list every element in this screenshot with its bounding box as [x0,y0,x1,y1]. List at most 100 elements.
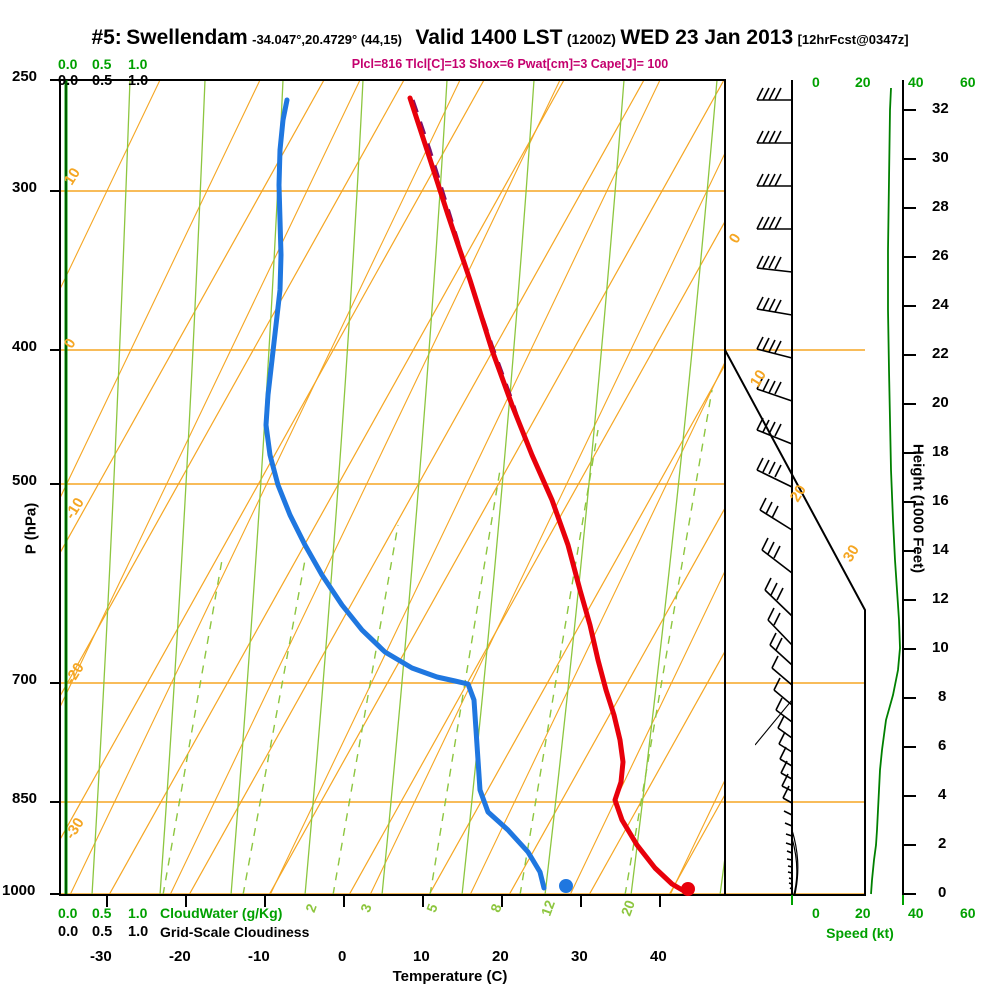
speed-top-tick-20: 20 [855,74,871,90]
isobar-lines [60,190,865,895]
pressure-tick-700: 700 [12,671,38,688]
cloudwater-top-tick-2: 1.0 [128,56,148,72]
temp-tick-30: 30 [571,948,588,965]
dry-adiabat-lines [60,80,725,895]
forecast-tag: [12hrFcst@0347z] [797,32,909,47]
pressure-tick-250: 250 [12,68,38,85]
cloudwater-tick-2: 1.0 [128,905,148,921]
temp-tick-0: 0 [338,948,347,965]
wind-barb [769,632,793,666]
wind-barb-pointer [755,699,793,746]
speed-axis-title: Speed (kt) [826,925,894,941]
cloudwater-tick-0: 0.0 [58,905,78,921]
temp-tick--10: -10 [248,948,270,965]
cloudwater-tick-1: 0.5 [92,905,112,921]
height-tick-30: 30 [932,149,949,166]
temp-tick-20: 20 [492,948,509,965]
height-tick-28: 28 [932,198,949,215]
height-tick-0: 0 [938,884,947,901]
height-tick-10: 10 [932,639,949,656]
pressure-tick-500: 500 [12,472,38,489]
height-tick-18: 18 [932,443,949,460]
temp-tick-40: 40 [650,948,667,965]
speed-tick-40: 40 [908,905,924,921]
height-tick-12: 12 [932,590,949,607]
valid-time-utc: (1200Z) [566,31,616,47]
surface-dewpoint-dot [559,879,573,893]
wind-barb [764,577,793,617]
wind-barb [782,785,793,804]
wind-barb [756,336,793,359]
wind-barb [773,677,793,706]
station-id: #5: [91,26,122,49]
temp-tick--30: -30 [90,948,112,965]
height-tick-32: 32 [932,100,949,117]
pressure-ticks [50,79,60,895]
pressure-tick-300: 300 [12,179,38,196]
height-tick-16: 16 [932,492,949,509]
height-tick-2: 2 [938,835,947,852]
speed-top-tick-0: 0 [812,74,820,90]
speed-tick-60: 60 [960,905,976,921]
pressure-axis-title: P (hPa) [22,502,40,555]
speed-top-tick-40: 40 [908,74,924,90]
wind-barb [761,537,793,574]
valid-time: Valid 1400 LST [415,26,563,49]
wind-barb [756,457,793,488]
wind-barb [756,173,792,187]
height-tick-22: 22 [932,345,949,362]
height-tick-20: 20 [932,394,949,411]
speed-tick-20: 20 [855,905,871,921]
wind-barb [756,255,793,273]
pressure-tick-850: 850 [12,790,38,807]
cloudiness-axis-label: Grid-Scale Cloudiness [160,924,310,940]
height-axis-title: Height (1000 Feet) [909,443,927,574]
sounding-parameters-line: Plcl=816 Tlcl[C]=13 Shox=6 Pwat[cm]=3 Ca… [351,57,669,71]
station-coordinates: -34.047°,20.4729° (44,15) [252,32,403,47]
surface-temperature-dot [681,882,695,896]
wind-barb [756,87,792,101]
height-tick-24: 24 [932,296,949,313]
height-tick-14: 14 [932,541,949,558]
cloudiness-top-tick-0: 0.0 [58,73,79,89]
height-tick-4: 4 [938,786,947,803]
temp-tick-10: 10 [413,948,430,965]
wind-barb [777,715,793,739]
wind-barb-surface-cluster [785,829,799,895]
pressure-tick-1000: 1000 [2,882,36,899]
cloudwater-top-tick-1: 0.5 [92,56,112,72]
height-ticks [903,109,916,895]
wind-speed-profile [870,87,901,895]
wind-barb [784,822,793,827]
cloudiness-tick-2: 1.0 [128,924,149,940]
saturated-adiabat-lines [60,80,725,895]
height-tick-8: 8 [938,688,947,705]
wind-barb [771,655,793,686]
isotherm-lines [60,80,725,895]
wind-barb [756,130,792,144]
cloudiness-tick-1: 0.5 [92,924,113,940]
cloudiness-top-tick-1: 0.5 [92,73,113,89]
figure-title: #5: Swellendam -34.047°,20.4729° (44,15)… [0,26,1000,52]
speed-ticks [791,895,904,905]
dewpoint-curve [263,97,547,891]
cloudwater-top-tick-0: 0.0 [58,56,78,72]
temp-tick--20: -20 [169,948,191,965]
wind-barb [756,417,793,445]
valid-date: WED 23 Jan 2013 [620,26,794,49]
cloudiness-top-tick-2: 1.0 [128,73,149,89]
wind-barb [756,216,792,230]
cloudiness-tick-0: 0.0 [58,924,79,940]
wind-barb [767,607,793,646]
mixing-ratio-lines [162,389,713,895]
speed-tick-0: 0 [812,905,820,921]
wind-barb [756,296,793,316]
plot-frame [59,79,904,896]
station-name: Swellendam [126,26,248,49]
wind-barb [756,376,793,402]
height-tick-6: 6 [938,737,947,754]
temperature-ticks [106,895,661,907]
wind-barb [783,810,793,816]
wind-barb-column [755,87,799,895]
